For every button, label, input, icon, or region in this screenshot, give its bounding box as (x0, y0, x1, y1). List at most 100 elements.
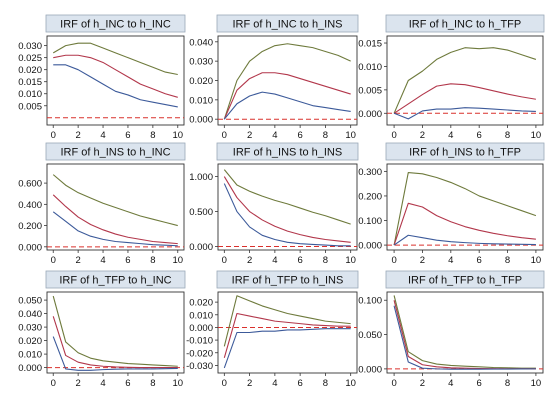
panel-title-box (216, 270, 359, 289)
x-tick-label: 4 (448, 255, 453, 266)
irf-panel: IRF of h_INS to h_INC 0.000 0.200 0.400 0.60… (18, 142, 186, 266)
x-tick-label: 2 (247, 130, 252, 141)
panel-title-box (385, 14, 545, 33)
y-tick-label: 0.030 (18, 41, 42, 52)
upper-band-line (52, 42, 178, 76)
y-tick-label: -0.030 (186, 361, 213, 372)
irf-line (52, 194, 178, 245)
y-tick-label: 0.000 (358, 109, 382, 120)
plot-frame (217, 163, 358, 251)
upper-band-line (223, 295, 351, 347)
y-tick-label: 0.020 (18, 65, 42, 76)
lower-band-line (52, 211, 178, 247)
irf-line (223, 176, 351, 243)
x-tick-label: 8 (323, 255, 328, 266)
irf-line (393, 83, 536, 114)
x-tick-label: 0 (222, 130, 227, 141)
x-tick-label: 0 (391, 378, 396, 389)
x-tick-label: 10 (531, 378, 542, 389)
y-tick-label: 0.020 (189, 298, 213, 309)
x-tick-label: 2 (420, 255, 425, 266)
y-tick-label: 0.300 (358, 167, 382, 178)
plot-frame (46, 35, 185, 126)
irf-line (53, 54, 178, 98)
irf-line (223, 72, 351, 120)
y-tick-label: 0.015 (18, 77, 42, 88)
x-tick-label: 10 (345, 130, 356, 141)
irf-panel: IRF of h_INS to h_INS 0.000 0.500 1.000 0 2 4 6… (189, 142, 359, 266)
y-tick-label: 0.025 (18, 53, 42, 64)
x-tick-label: 0 (391, 255, 396, 266)
irf-line (393, 202, 536, 246)
y-tick-label: 0.100 (358, 216, 382, 227)
lower-band-line (223, 91, 351, 120)
lower-band-line (52, 336, 178, 371)
panel-title: IRF of h_TFP to h_INC (59, 275, 171, 287)
y-tick-label: 0.010 (189, 310, 213, 321)
irf-panel: IRF of h_INC to h_TFP 0.000 0.005 0.010 0.01… (358, 14, 545, 141)
x-tick-label: 8 (150, 255, 155, 266)
panel-title-box (385, 270, 545, 289)
x-tick-label: 0 (51, 378, 56, 389)
panel-title-box (45, 142, 186, 161)
y-tick-label: 0.010 (18, 89, 42, 100)
x-tick-label: 10 (531, 255, 542, 266)
y-tick-label: 0.500 (189, 207, 213, 218)
irf-panel: IRF of h_INC to h_INS 0.000 0.010 0.020 0.03… (189, 14, 359, 141)
upper-band-line (52, 174, 178, 227)
x-tick-label: 0 (391, 130, 396, 141)
y-tick-label: 0.015 (358, 39, 382, 50)
x-tick-label: 4 (272, 130, 277, 141)
x-tick-label: 6 (125, 130, 130, 141)
y-tick-label: 0.000 (18, 363, 42, 374)
x-tick-label: 6 (477, 255, 482, 266)
upper-band-line (223, 169, 351, 225)
x-tick-label: 6 (477, 378, 482, 389)
x-tick-label: 6 (477, 130, 482, 141)
panel-title: IRF of h_TFP to h_TFP (408, 275, 522, 287)
irf-line (223, 312, 351, 358)
x-tick-label: 10 (345, 255, 356, 266)
lower-band-line (393, 107, 536, 120)
y-tick-label: 1.000 (189, 172, 213, 183)
x-tick-label: 8 (505, 378, 510, 389)
panel-title-box (45, 270, 186, 289)
x-tick-label: 8 (323, 378, 328, 389)
x-tick-label: 2 (75, 378, 80, 389)
y-tick-label: 0.000 (358, 241, 382, 252)
y-tick-label: 0.200 (358, 191, 382, 202)
irf-panel: IRF of h_TFP to h_INS -0.030 -0.020-0.010 0… (186, 270, 359, 389)
y-tick-label: 0.020 (18, 336, 42, 347)
y-tick-label: 0.400 (18, 200, 42, 211)
x-tick-label: 4 (448, 130, 453, 141)
x-tick-label: 6 (125, 378, 130, 389)
upper-band-line (393, 47, 537, 114)
x-tick-label: 0 (51, 130, 56, 141)
x-tick-label: 4 (272, 255, 277, 266)
lower-band-line (393, 305, 536, 370)
x-tick-label: 0 (222, 255, 227, 266)
y-tick-label: 0.600 (18, 179, 42, 190)
x-tick-label: 8 (150, 130, 155, 141)
x-tick-label: 2 (420, 130, 425, 141)
x-tick-label: 6 (125, 255, 130, 266)
plot-frame (386, 35, 544, 126)
lower-band-line (393, 234, 536, 246)
panel-title: IRF of h_INS to h_INC (60, 147, 170, 159)
plot-frame (217, 35, 358, 126)
plot-frame (386, 291, 544, 374)
x-tick-label: 8 (323, 130, 328, 141)
x-tick-label: 0 (51, 255, 56, 266)
y-tick-label: 0.010 (189, 95, 213, 106)
y-tick-label: 0.100 (358, 296, 382, 307)
y-tick-label: 0.000 (189, 115, 213, 126)
lower-band-line (53, 64, 178, 108)
y-tick-label: 0.000 (18, 242, 42, 253)
panel-title-box (216, 142, 359, 161)
irf-panel: IRF of h_INS to h_TFP 0.000 0.100 0.200 0.30… (358, 142, 545, 266)
x-tick-label: 2 (247, 255, 252, 266)
plot-frame (46, 291, 185, 374)
x-tick-label: 2 (75, 130, 80, 141)
panel-title-box (45, 14, 186, 33)
